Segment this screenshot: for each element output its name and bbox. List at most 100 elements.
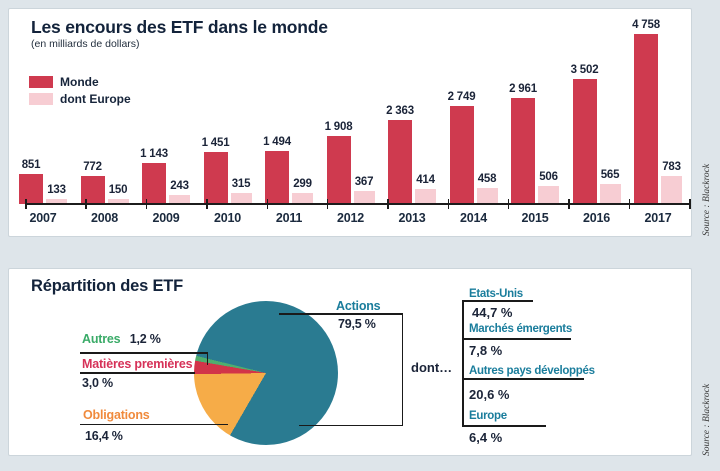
actions-bracket-right [401,313,403,426]
x-axis-tick [206,199,208,209]
bar-value-europe-2011: 299 [293,178,312,191]
source-note-top: Source : Blackrock [702,163,712,236]
dont-item-line-europe [462,425,546,427]
bar-value-europe-2016: 565 [600,168,620,181]
bar-monde-2010 [203,152,228,204]
bar-value-monde-2010: 1 451 [201,137,230,150]
bar-value-monde-2015: 2 961 [509,83,537,96]
bar-monde-2012 [326,135,351,204]
bar-value-monde-2007: 851 [21,158,41,171]
pie-chart [194,301,338,445]
source-note-bottom: Source : Blackrock [702,383,712,456]
bar-value-monde-2013: 2 363 [386,104,414,117]
x-axis-tick [628,199,631,209]
connector-line-matieres [80,372,195,374]
bar-europe-2012 [353,190,375,204]
dont-item-value-marches-emergents: 7,8 % [469,343,503,358]
bar-europe-2017 [661,176,682,204]
repartition-title: Répartition des ETF [31,277,184,295]
year-label-2009: 2009 [152,211,180,225]
legend-swatch-europe [29,92,53,105]
etf-growth-panel: Les encours des ETF dans le monde (en mi… [8,8,692,237]
bar-value-monde-2009: 1 143 [140,148,168,161]
year-label-2017: 2017 [644,211,672,225]
bar-value-monde-2017: 4 758 [632,19,660,31]
x-axis-tick [266,199,269,209]
connector-line-autres [80,352,208,354]
bar-chart-legend: Monde dont Europe [29,75,131,109]
legend-label-monde: Monde [60,74,99,89]
dont-item-value-etats-unis: 44,7 % [472,305,513,320]
bar-value-europe-2014: 458 [477,172,497,185]
connector-elbow-autres [206,352,208,365]
year-label-2010: 2010 [213,211,241,225]
x-axis-tick [387,199,389,209]
dont-label: dont… [411,360,453,375]
legend-item-monde: Monde [29,74,131,89]
dont-item-value-europe: 6,4 % [469,430,503,445]
x-axis-tick [507,199,510,209]
matieres-label: Matières premières [82,357,193,371]
actions-value: 79,5 % [338,317,376,331]
obligations-value: 16,4 % [85,429,123,443]
actions-bracket-bottom [299,424,403,426]
dont-column-line [462,300,464,425]
year-label-2008: 2008 [90,211,118,225]
bar-value-europe-2012: 367 [354,175,374,188]
bar-monde-2014 [449,105,474,204]
bar-value-europe-2007: 133 [47,184,66,197]
bar-value-monde-2011: 1 494 [263,135,291,148]
bar-europe-2016 [599,183,621,204]
pie-label-autres: Autres 1,2 % [82,332,161,346]
bar-value-europe-2017: 783 [662,161,681,173]
year-label-2013: 2013 [398,211,426,225]
dont-item-line-etats-unis [462,300,533,302]
bar-monde-2016 [572,78,597,204]
autres-value: 1,2 % [129,332,161,346]
bar-europe-2010 [230,192,252,204]
etf-growth-title: Les encours des ETF dans le monde [31,17,328,37]
bar-europe-2007 [46,199,67,204]
bar-chart: 851 133 2007 772 150 2008 1 143 243 2009 1 451 315… [9,9,693,238]
connector-line-obligations [80,423,228,425]
year-label-2016: 2016 [582,211,610,225]
legend-label-europe: dont Europe [60,91,131,106]
bar-value-europe-2010: 315 [231,177,251,190]
x-axis-tick [447,199,450,209]
year-label-2012: 2012 [336,211,364,225]
bar-value-monde-2016: 3 502 [570,63,599,76]
dont-item-label-europe: Europe [469,410,507,422]
bar-value-europe-2008: 150 [108,183,128,196]
x-axis-tick [326,199,329,209]
bar-europe-2013 [415,189,436,204]
x-axis-line [25,203,689,205]
dont-item-line-marches-emergents [462,338,571,340]
dont-item-label-etats-unis: Etats-Unis [469,288,523,300]
year-label-2007: 2007 [29,211,57,225]
legend-item-europe: dont Europe [29,91,131,106]
bar-europe-2008 [107,198,129,204]
autres-label: Autres [82,332,121,346]
bar-value-europe-2013: 414 [416,174,435,187]
matieres-value: 3,0 % [82,376,113,390]
bar-monde-2015 [511,98,535,204]
legend-swatch-monde [29,75,53,88]
x-axis-tick [85,199,87,209]
bar-europe-2009 [169,195,190,204]
bar-value-europe-2009: 243 [170,180,189,193]
bar-europe-2011 [292,193,313,204]
bar-monde-2009 [142,163,166,204]
bar-europe-2014 [476,187,498,204]
dont-item-label-marches-emergents: Marchés émergents [469,323,572,335]
x-axis-tick [145,199,148,209]
bar-value-monde-2008: 772 [83,161,102,174]
x-axis-tick [568,199,570,209]
bar-value-monde-2014: 2 749 [447,90,476,103]
bar-europe-2015 [538,185,559,204]
bar-value-europe-2015: 506 [539,170,558,183]
repartition-panel: Répartition des ETF Autres 1,2 % Matière… [8,268,692,456]
actions-label: Actions [336,299,381,313]
bar-monde-2017 [634,34,658,204]
dont-item-line-autres-pays [462,378,584,380]
